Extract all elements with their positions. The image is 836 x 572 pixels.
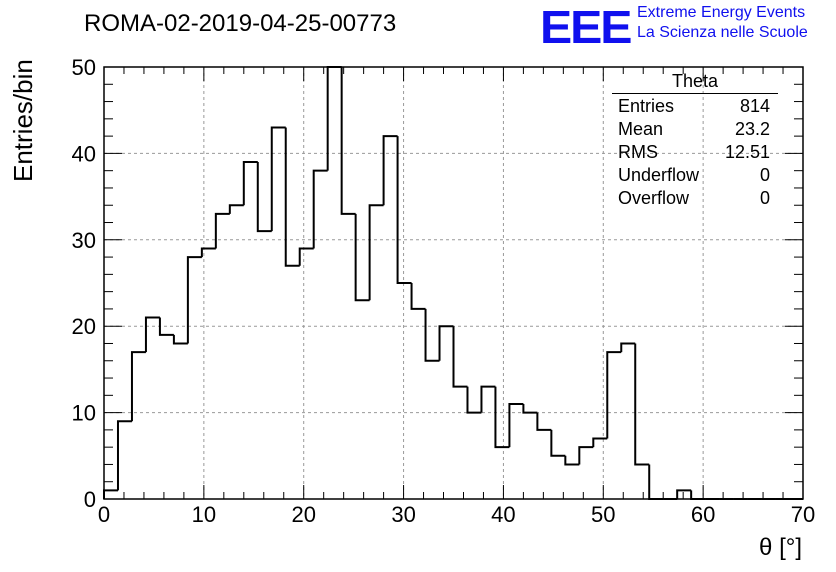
x-tick-label: 30 <box>391 502 415 527</box>
histogram-bin <box>382 135 398 206</box>
x-tick-label: 50 <box>591 502 615 527</box>
histogram-bin <box>396 136 412 284</box>
histogram-bin <box>172 334 188 345</box>
stats-row-underflow: Underflow 0 <box>612 164 778 187</box>
stats-value: 23.2 <box>734 119 770 139</box>
logo-caption: Extreme Energy Events La Scienza nelle S… <box>637 3 808 43</box>
y-tick-label: 0 <box>84 487 96 512</box>
histogram-bin <box>144 316 160 353</box>
histogram-bin <box>424 308 440 362</box>
y-tick-label: 40 <box>72 141 96 166</box>
histogram-bin <box>592 437 608 448</box>
stats-value: 814 <box>739 96 770 116</box>
histogram-bin <box>634 343 650 466</box>
stats-box: Theta Entries 814 Mean 23.2 RMS 12.51 Un… <box>612 70 778 210</box>
stats-row-mean: Mean 23.2 <box>612 118 778 141</box>
eee-logo: EEE <box>540 1 632 53</box>
histogram-bin <box>536 412 552 431</box>
histogram-bin <box>480 385 496 413</box>
histogram-bin <box>578 446 594 465</box>
stats-value: 0 <box>759 165 770 185</box>
histogram-bin <box>214 212 230 249</box>
x-tick-label: 40 <box>491 502 515 527</box>
histogram-bin <box>550 429 566 457</box>
logo-line-1: Extreme Energy Events <box>637 4 806 21</box>
stats-label: RMS <box>618 142 658 162</box>
histogram-bin <box>564 455 580 466</box>
histogram-bin <box>298 247 314 266</box>
stats-label: Entries <box>618 96 675 116</box>
histogram-bin <box>103 489 118 499</box>
stats-label: Underflow <box>618 165 700 185</box>
x-tick-label: 60 <box>691 502 715 527</box>
y-tick-label: 30 <box>72 228 96 253</box>
histogram-bin <box>620 342 636 353</box>
x-tick-label: 20 <box>291 502 315 527</box>
histogram-bin <box>158 317 174 336</box>
histogram-bin <box>452 326 468 388</box>
stats-label: Overflow <box>618 188 690 208</box>
histogram-bin <box>410 283 426 310</box>
histogram-bin <box>438 325 454 361</box>
histogram-bin <box>312 169 328 249</box>
histogram-bin <box>284 127 300 267</box>
histogram-bin <box>116 420 132 491</box>
y-tick-label: 20 <box>72 314 96 339</box>
stats-value: 0 <box>759 188 770 208</box>
histogram-bin <box>354 213 370 302</box>
stats-row-overflow: Overflow 0 <box>612 187 778 210</box>
histogram-bin <box>326 66 342 171</box>
plot-frame <box>103 66 804 500</box>
histogram-bin <box>606 351 622 439</box>
histogram-bin <box>368 204 384 301</box>
x-tick-label: 10 <box>192 502 216 527</box>
logo-line-2: La Scienza nelle Scuole <box>637 24 808 41</box>
histogram-bin <box>494 386 510 449</box>
stats-label: Mean <box>618 119 664 139</box>
chart-title: ROMA-02-2019-04-25-00773 <box>84 10 397 37</box>
stats-row-rms: RMS 12.51 <box>612 141 778 164</box>
histogram-bin <box>270 126 286 232</box>
histogram-bin <box>648 464 664 500</box>
histogram-bin <box>340 67 356 215</box>
histogram-bin <box>522 403 538 414</box>
stats-row-entries: Entries 814 <box>612 95 778 118</box>
histogram-bin <box>676 489 692 499</box>
x-axis-label: θ [°] <box>759 534 802 561</box>
histogram-bin <box>242 161 258 206</box>
stats-title: Theta <box>612 70 778 94</box>
histogram-bin <box>130 351 146 422</box>
stats-value: 12.51 <box>724 142 770 162</box>
histogram-bin <box>200 247 216 258</box>
histogram-bin <box>508 402 524 448</box>
x-tick-label: 70 <box>791 502 815 527</box>
y-tick-label: 10 <box>72 401 96 426</box>
x-tick-label: 0 <box>98 502 110 527</box>
histogram-bin <box>228 204 244 214</box>
histogram-bin <box>186 256 202 344</box>
histogram-bin <box>466 386 482 414</box>
y-tick-label: 50 <box>72 55 96 80</box>
histogram-bin <box>256 162 272 233</box>
